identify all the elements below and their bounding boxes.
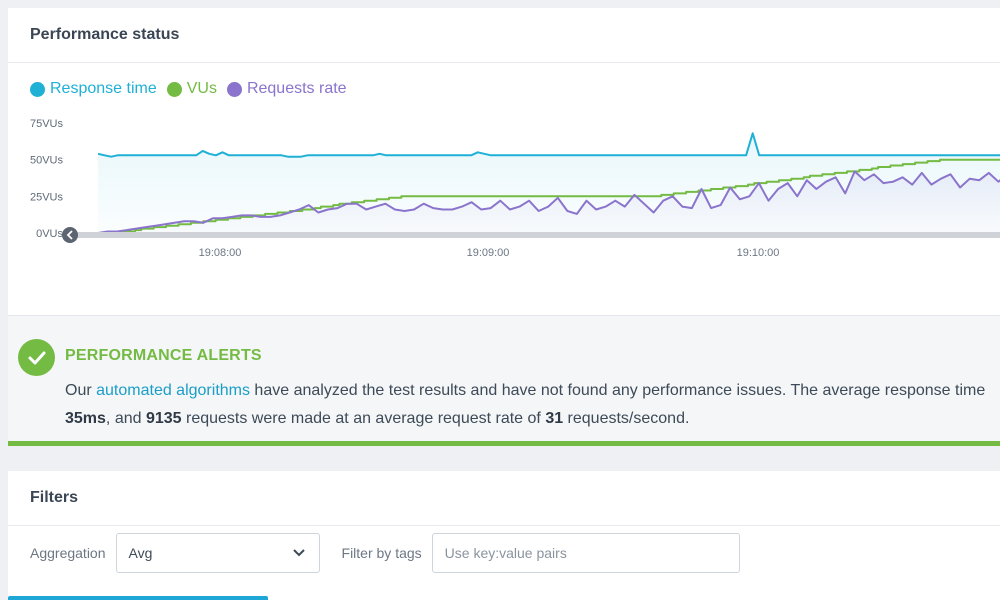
alert-title: PERFORMANCE ALERTS (65, 347, 262, 364)
y-tick-label: 25VUs (30, 191, 64, 203)
legend-item-response-time[interactable]: Response time (30, 80, 157, 98)
aggregation-select[interactable]: Avg (115, 533, 320, 573)
alert-message: Our automated algorithms have analyzed t… (65, 377, 1000, 433)
x-tick-label: 19:09:00 (467, 247, 510, 259)
legend-label-response-time: Response time (50, 80, 157, 97)
filters-row: Aggregation Avg Filter by tags (8, 533, 740, 573)
legend-item-vus[interactable]: VUs (166, 80, 217, 98)
aggregation-value: Avg (128, 545, 153, 561)
performance-panel: Performance status Response time VUs Req… (8, 8, 1000, 446)
scroll-left-button[interactable] (62, 227, 78, 243)
automated-algorithms-link[interactable]: automated algorithms (96, 382, 250, 399)
avg-response-value: 35ms (65, 410, 106, 427)
chart-legend: Response time VUs Requests rate (30, 80, 357, 98)
legend-dot-response-time (30, 81, 45, 97)
check-icon (18, 339, 55, 376)
tags-filter-input[interactable] (431, 533, 740, 573)
series-area-requests-rate (98, 171, 1000, 233)
y-tick-label: 0VUs (36, 228, 63, 240)
alert-text-part: , and (105, 410, 146, 427)
action-button-edge[interactable] (8, 596, 268, 600)
filters-title: Filters (8, 471, 1000, 526)
legend-dot-requests-rate (226, 81, 242, 97)
filters-panel: Filters Aggregation Avg Filter by tags (8, 471, 1000, 600)
performance-alerts-box: PERFORMANCE ALERTS Our automated algorit… (8, 315, 1000, 446)
y-tick-label: 50VUs (30, 155, 64, 167)
series-line-requests-rate (97, 170, 1000, 234)
chevron-down-icon (292, 549, 305, 557)
chevron-left-icon (62, 227, 78, 243)
alert-text-part: requests/second. (563, 410, 690, 427)
chevron-left-glyph (66, 230, 73, 240)
legend-item-requests-rate[interactable]: Requests rate (226, 80, 347, 98)
x-tick-label: 19:10:00 (737, 247, 780, 259)
alert-text-part: have analyzed the test results and have … (249, 382, 986, 399)
x-tick-label: 19:08:00 (199, 247, 242, 259)
series-line-response-time (97, 132, 1000, 158)
legend-label-vus: VUs (186, 80, 217, 97)
tags-label: Filter by tags (341, 545, 422, 561)
alert-text-part: requests were made at an average request… (181, 410, 546, 427)
y-tick-label: 75VUs (30, 118, 64, 130)
legend-dot-vus (166, 81, 182, 97)
chart-scrollbar[interactable] (70, 232, 1000, 238)
performance-chart: 75VUs 50VUs 25VUs 0VUs 19:08:00 19:09:00 19:1… (30, 118, 1000, 259)
requests-count-value: 9135 (145, 410, 182, 427)
legend-label-requests-rate: Requests rate (246, 80, 347, 97)
panel-title: Performance status (8, 8, 1000, 63)
alert-text-part: Our (65, 382, 97, 399)
aggregation-label: Aggregation (30, 545, 106, 561)
request-rate-value: 31 (545, 410, 564, 427)
